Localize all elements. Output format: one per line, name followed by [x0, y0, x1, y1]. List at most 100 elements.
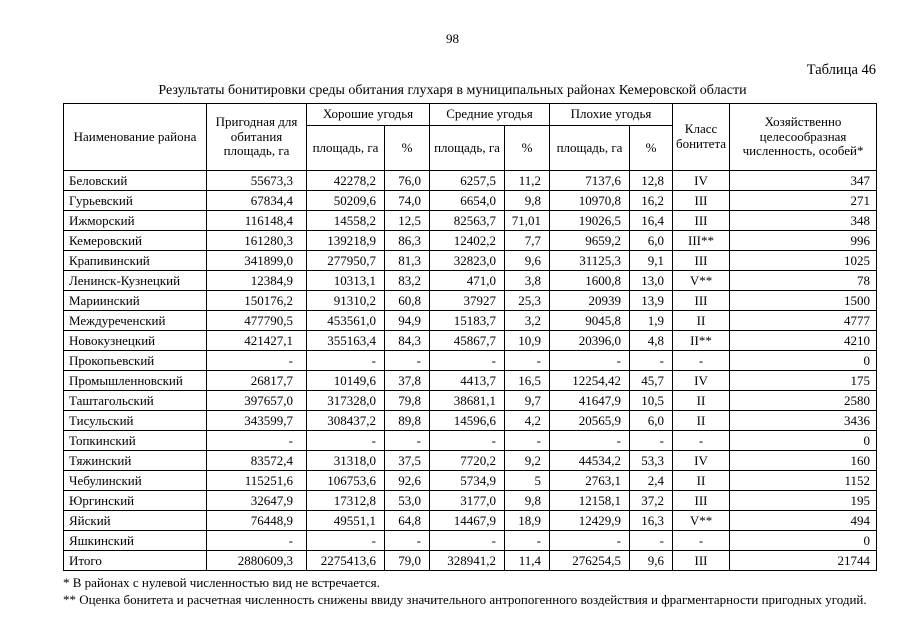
value-cell: III	[672, 490, 731, 511]
table-row: Ленинск-Кузнецкий 12384,9 10313,1 83,2 471,0…	[63, 270, 878, 291]
table-label: Таблица 46	[806, 62, 876, 78]
value-cell: II	[672, 310, 731, 331]
header-bad-percent: %	[629, 125, 674, 171]
value-cell: 12402,2	[429, 230, 505, 251]
value-cell: 1152	[729, 470, 878, 491]
header-bonitet-class: Класс бонитета	[672, 103, 731, 171]
value-cell: 1,9	[629, 310, 674, 331]
value-cell: 12429,9	[549, 510, 631, 531]
value-cell: 348	[729, 210, 878, 231]
table-row: Междуреченский 477790,5 453561,0 94,9 15183,…	[63, 310, 878, 331]
value-cell: 453561,0	[306, 310, 385, 331]
value-cell: 2275413,6	[306, 550, 385, 571]
footnote-zero-abundance: * В районах с нулевой численностью вид н…	[63, 575, 380, 590]
district-cell: Беловский	[63, 170, 207, 191]
header-medium-lands: Средние угодья	[428, 103, 551, 126]
value-cell: 6257,5	[429, 170, 505, 191]
value-cell: -	[503, 430, 551, 451]
value-cell: -	[306, 530, 385, 551]
value-cell: 9,8	[503, 190, 551, 211]
district-cell: Чебулинский	[63, 470, 207, 491]
header-good-percent: %	[384, 125, 430, 171]
table-row: Таштагольский 397657,0 317328,0 79,8 38681,1…	[63, 390, 878, 411]
table-row: Прокопьевский - - - - - - - -0	[63, 350, 878, 371]
value-cell: V**	[672, 510, 731, 531]
value-cell: -	[549, 430, 631, 451]
value-cell: 82563,7	[429, 210, 505, 231]
value-cell: -	[429, 530, 505, 551]
value-cell: -	[672, 350, 731, 371]
value-cell: 37,5	[384, 450, 430, 471]
value-cell: 3177,0	[429, 490, 505, 511]
value-cell: 83,2	[384, 270, 430, 291]
table-row: Крапивинский 341899,0 277950,7 81,3 32823,0 9…	[63, 250, 878, 271]
value-cell: -	[429, 430, 505, 451]
value-cell: 0	[729, 430, 878, 451]
value-cell: 32647,9	[206, 490, 307, 511]
value-cell: 477790,5	[206, 310, 307, 331]
value-cell: 9,7	[503, 390, 551, 411]
value-cell: 11,4	[503, 550, 551, 571]
value-cell: 9,1	[629, 250, 674, 271]
table-row: Промышленновский 26817,7 10149,6 37,8 4413,7…	[63, 370, 878, 391]
value-cell: 116148,4	[206, 210, 307, 231]
district-cell: Таштагольский	[63, 390, 207, 411]
value-cell: -	[206, 430, 307, 451]
value-cell: 37927	[429, 290, 505, 311]
district-cell: Ижморский	[63, 210, 207, 231]
value-cell: 4413,7	[429, 370, 505, 391]
value-cell: 9,8	[503, 490, 551, 511]
value-cell: 21744	[729, 550, 878, 571]
value-cell: 20396,0	[549, 330, 631, 351]
value-cell: 115251,6	[206, 470, 307, 491]
value-cell: -	[384, 350, 430, 371]
value-cell: 14467,9	[429, 510, 505, 531]
value-cell: 2,4	[629, 470, 674, 491]
header-bad-lands: Плохие угодья	[549, 103, 674, 126]
value-cell: 71,01	[503, 210, 551, 231]
value-cell: 160	[729, 450, 878, 471]
table-row: Топкинский - - - - - - - -0	[63, 430, 878, 451]
value-cell: 2880609,3	[206, 550, 307, 571]
value-cell: 0	[729, 530, 878, 551]
value-cell: 10,5	[629, 390, 674, 411]
value-cell: -	[384, 430, 430, 451]
value-cell: -	[503, 530, 551, 551]
value-cell: IV	[672, 450, 731, 471]
value-cell: 74,0	[384, 190, 430, 211]
value-cell: 31125,3	[549, 250, 631, 271]
header-row-subcolumns: площадь, га % площадь, га % площадь, га …	[64, 125, 877, 171]
value-cell: III	[672, 250, 731, 271]
header-good-area: площадь, га	[306, 125, 385, 171]
value-cell: 16,2	[629, 190, 674, 211]
value-cell: 2763,1	[549, 470, 631, 491]
value-cell: -	[384, 530, 430, 551]
value-cell: 79,8	[384, 390, 430, 411]
value-cell: 89,8	[384, 410, 430, 431]
value-cell: 76,0	[384, 170, 430, 191]
value-cell: 9,6	[503, 250, 551, 271]
value-cell: 55673,3	[206, 170, 307, 191]
value-cell: 421427,1	[206, 330, 307, 351]
table-caption: Результаты бонитировки среды обитания гл…	[158, 83, 747, 98]
value-cell: 49551,1	[306, 510, 385, 531]
value-cell: 18,9	[503, 510, 551, 531]
header-abundance: Хозяйственно целесообразная численность,…	[729, 103, 878, 171]
value-cell: 4,2	[503, 410, 551, 431]
value-cell: 308437,2	[306, 410, 385, 431]
value-cell: 347	[729, 170, 878, 191]
value-cell: 42278,2	[306, 170, 385, 191]
value-cell: 317328,0	[306, 390, 385, 411]
value-cell: 44534,2	[549, 450, 631, 471]
header-medium-percent: %	[503, 125, 551, 171]
value-cell: 16,3	[629, 510, 674, 531]
value-cell: -	[206, 350, 307, 371]
value-cell: 92,6	[384, 470, 430, 491]
value-cell: 0	[729, 350, 878, 371]
page-number: 98	[446, 31, 459, 46]
value-cell: 14558,2	[306, 210, 385, 231]
value-cell: 277950,7	[306, 250, 385, 271]
district-cell: Тисульский	[63, 410, 207, 431]
value-cell: 16,5	[503, 370, 551, 391]
header-row-groups: Наименование района Пригодная для обитан…	[63, 103, 878, 171]
